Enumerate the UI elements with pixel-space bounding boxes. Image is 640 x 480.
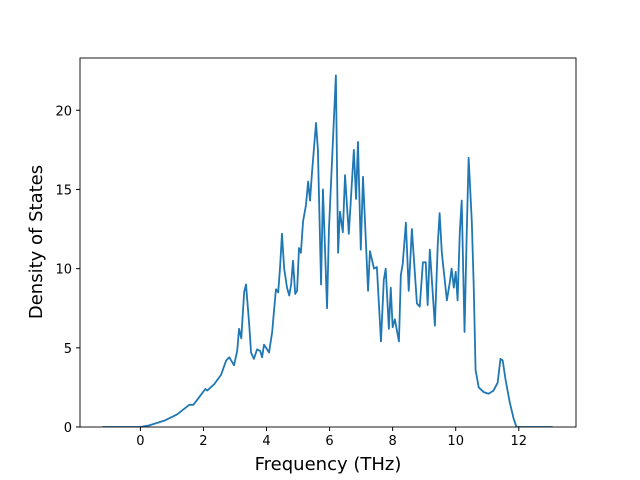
x-tick-label: 0 <box>136 434 144 449</box>
y-axis-label: Density of States <box>26 165 47 319</box>
x-tick-label: 12 <box>510 434 527 449</box>
y-tick-label: 20 <box>55 104 72 119</box>
x-axis-label: Frequency (THz) <box>255 454 402 475</box>
y-tick-label: 5 <box>64 342 72 357</box>
y-tick-label: 0 <box>64 421 72 436</box>
x-tick-label: 8 <box>389 434 397 449</box>
x-tick-label: 6 <box>325 434 333 449</box>
y-tick-label: 10 <box>55 263 72 278</box>
plot-frame <box>79 57 577 428</box>
x-tick-label: 4 <box>262 434 270 449</box>
y-tick-label: 15 <box>55 183 72 198</box>
data-line <box>102 74 553 427</box>
x-tick-label: 2 <box>199 434 207 449</box>
x-tick-label: 10 <box>447 434 464 449</box>
